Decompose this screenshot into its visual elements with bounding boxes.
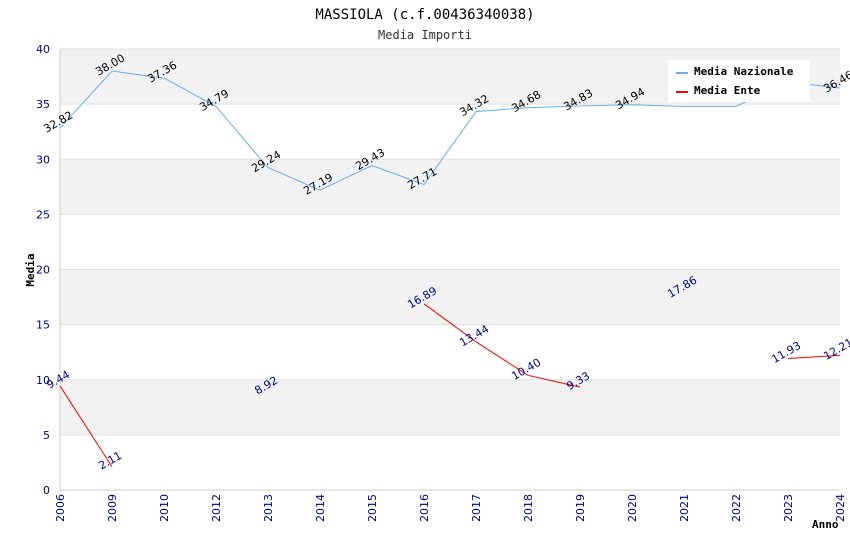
y-tick-label: 35: [36, 98, 50, 111]
x-tick-label: 2009: [106, 494, 119, 522]
x-tick-label: 2014: [314, 494, 327, 522]
axes: [59, 49, 840, 491]
x-tick-label: 2021: [678, 494, 691, 522]
plot-band: [60, 159, 840, 215]
y-tick-labels: 0 5 10 15 20 25 30 35 40: [36, 43, 50, 497]
x-tick-label: 2022: [730, 494, 743, 522]
plot-band: [60, 379, 840, 435]
x-tick-label: 2012: [210, 494, 223, 522]
legend-label-ente: Media Ente: [694, 84, 761, 97]
x-tick-label: 2017: [470, 494, 483, 522]
chart-subtitle: Media Importi: [378, 28, 472, 42]
series-line-ente: [59, 385, 113, 468]
x-tick-label: 2018: [522, 494, 535, 522]
plot-band: [60, 104, 840, 160]
y-tick-label: 0: [43, 484, 50, 497]
x-tick-labels: 2006 2009 2010 2012 2013 2014 2015 2016 2017 2018…: [54, 494, 847, 522]
legend-label-nazionale: Media Nazionale: [694, 65, 794, 78]
x-tick-label: 2024: [834, 494, 847, 522]
x-tick-label: 2013: [262, 494, 275, 522]
y-tick-label: 5: [43, 429, 50, 442]
y-tick-label: 10: [36, 374, 50, 387]
plot-band: [60, 269, 840, 325]
legend: Media Nazionale Media Ente: [668, 60, 810, 102]
series-line-ente: [787, 354, 841, 359]
x-tick-label: 2016: [418, 494, 431, 522]
chart-title: MASSIOLA (c.f.00436340038): [315, 7, 534, 23]
x-tick-label: 2006: [54, 494, 67, 522]
y-axis-label: Media: [24, 253, 37, 286]
y-tick-label: 15: [36, 319, 50, 332]
series-line-nazionale: [59, 70, 841, 191]
y-tick-label: 20: [36, 264, 50, 277]
plot-band: [60, 324, 840, 380]
x-axis-label: Anno: [812, 518, 839, 531]
x-tick-label: 2019: [574, 494, 587, 522]
x-tick-label: 2020: [626, 494, 639, 522]
x-tick-label: 2015: [366, 494, 379, 522]
y-tick-label: 30: [36, 153, 50, 166]
x-tick-label: 2023: [782, 494, 795, 522]
plot-bands: [60, 49, 840, 490]
series-line-ente: [423, 303, 581, 388]
x-tick-label: 2010: [158, 494, 171, 522]
plot-band: [60, 214, 840, 270]
series-lines: [59, 70, 841, 468]
plot-band: [60, 434, 840, 490]
legend-box: [668, 60, 810, 102]
y-tick-label: 40: [36, 43, 50, 56]
y-tick-label: 25: [36, 208, 50, 221]
